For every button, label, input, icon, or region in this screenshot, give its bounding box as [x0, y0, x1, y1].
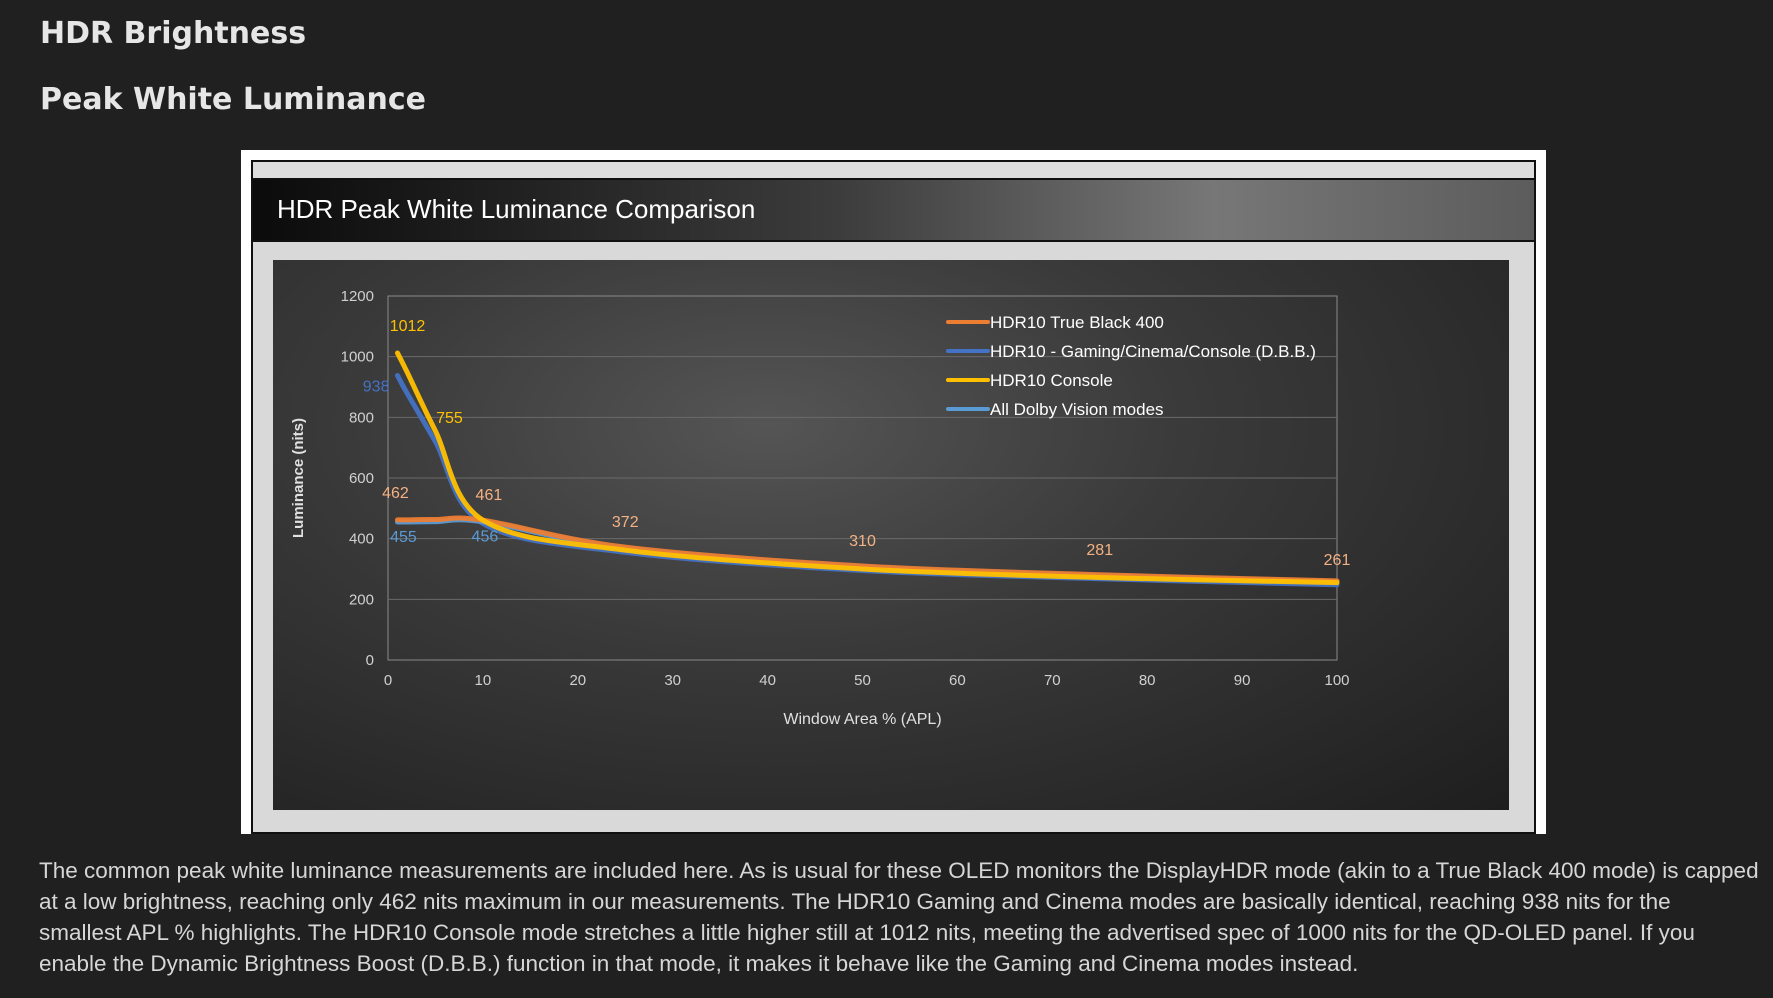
- x-tick-label: 70: [1044, 672, 1061, 689]
- y-tick-label: 400: [349, 531, 374, 548]
- data-label: 1012: [390, 318, 426, 335]
- chart-title-bar: HDR Peak White Luminance Comparison: [253, 180, 1534, 242]
- chart-top-strip: [253, 162, 1534, 180]
- x-axis-label: Window Area % (APL): [783, 711, 941, 728]
- line-chart: 0 200 400 600 800 1000 1200 0 10 20 30 40 50 60 70 80 90…: [290, 288, 1351, 728]
- data-label: 310: [849, 533, 876, 550]
- y-axis-label: Luminance (nits): [290, 418, 307, 538]
- x-tick-label: 20: [569, 672, 586, 689]
- section-subheading: Peak White Luminance: [40, 82, 426, 117]
- data-label: 455: [390, 529, 417, 546]
- x-tick-label: 60: [949, 672, 966, 689]
- series-line-1: [394, 372, 1340, 588]
- series-layer: [394, 350, 1340, 588]
- x-tick-label: 0: [384, 672, 392, 689]
- chart-title: HDR Peak White Luminance Comparison: [277, 194, 756, 224]
- data-label: 372: [612, 514, 639, 531]
- y-tick-label: 1000: [341, 349, 374, 366]
- x-tick-label: 40: [759, 672, 776, 689]
- y-tick-label: 600: [349, 470, 374, 487]
- chart-figure: HDR Peak White Luminance Comparison 0 200…: [241, 150, 1546, 834]
- data-label: 461: [476, 487, 503, 504]
- y-tick-label: 200: [349, 591, 374, 608]
- x-tick-label: 100: [1324, 672, 1349, 689]
- section-heading: HDR Brightness: [40, 16, 307, 51]
- data-label: 938: [363, 378, 390, 395]
- legend: HDR10 True Black 400 HDR10 - Gaming/Cinem…: [946, 313, 1316, 419]
- data-label: 755: [436, 410, 463, 427]
- description-paragraph: The common peak white luminance measurem…: [39, 858, 1759, 976]
- series-line-2: [394, 350, 1340, 586]
- legend-label: All Dolby Vision modes: [990, 400, 1164, 419]
- x-tick-label: 80: [1139, 672, 1156, 689]
- series-line-0: [394, 515, 1340, 584]
- y-tick-label: 1200: [341, 288, 374, 305]
- data-label-layer: 1012 938 755 462 461 455 456 372 310 281 261: [363, 318, 1351, 569]
- plot-panel: 0 200 400 600 800 1000 1200 0 10 20 30 40 50 60 70 80 90…: [273, 260, 1509, 810]
- legend-label: HDR10 Console: [990, 371, 1113, 390]
- y-tick-label: 0: [366, 652, 374, 669]
- y-tick-label: 800: [349, 409, 374, 426]
- axis-layer: 0 200 400 600 800 1000 1200 0 10 20 30 40 50 60 70 80 90…: [290, 288, 1350, 728]
- chart-inner-frame: HDR Peak White Luminance Comparison 0 200…: [251, 160, 1536, 834]
- legend-label: HDR10 - Gaming/Cinema/Console (D.B.B.): [990, 342, 1316, 361]
- data-label: 281: [1086, 542, 1113, 559]
- x-tick-label: 50: [854, 672, 871, 689]
- x-tick-label: 90: [1234, 672, 1251, 689]
- x-tick-label: 30: [664, 672, 681, 689]
- x-tick-label: 10: [475, 672, 492, 689]
- data-label: 261: [1324, 552, 1351, 569]
- data-label: 462: [382, 485, 409, 502]
- legend-label: HDR10 True Black 400: [990, 313, 1164, 332]
- data-label: 456: [472, 529, 499, 546]
